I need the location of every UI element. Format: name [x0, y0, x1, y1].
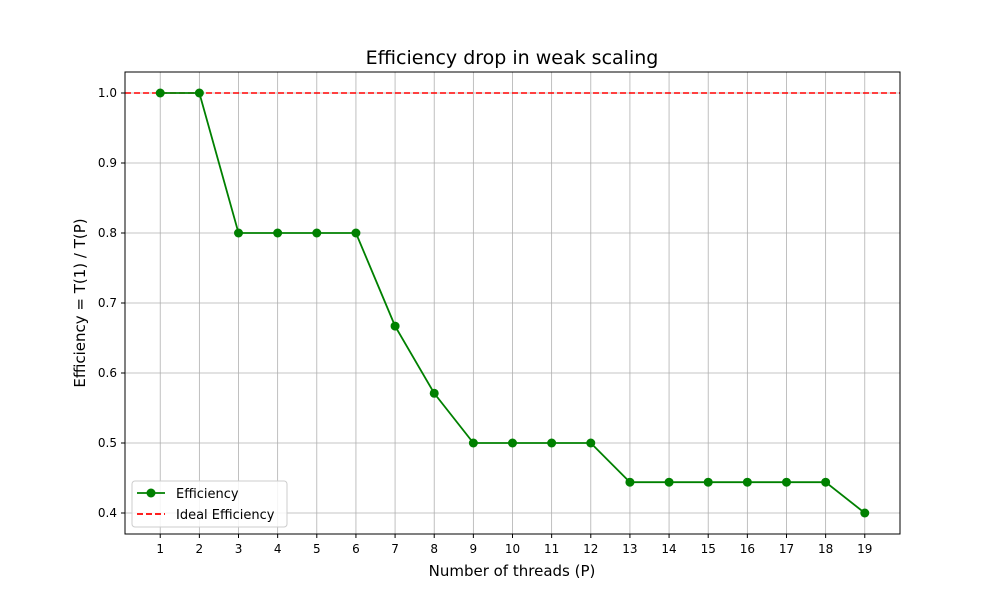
y-axis-label: Efficiency = T(1) / T(P) [71, 218, 89, 387]
x-tick-label: 9 [470, 542, 478, 556]
x-axis-label: Number of threads (P) [429, 562, 596, 580]
x-tick-label: 1 [156, 542, 164, 556]
x-tick-label: 19 [857, 542, 872, 556]
efficiency-data-point [155, 88, 165, 98]
x-tick-label: 14 [661, 542, 676, 556]
efficiency-data-point [351, 228, 361, 238]
efficiency-data-point [429, 388, 439, 398]
x-tick-label: 17 [779, 542, 794, 556]
efficiency-data-point [547, 438, 557, 448]
legend: Efficiency Ideal Efficiency [131, 480, 288, 528]
y-tick-label: 1.0 [98, 86, 117, 100]
efficiency-data-point [194, 88, 204, 98]
x-tick-label: 7 [391, 542, 399, 556]
efficiency-data-point [273, 228, 283, 238]
legend-marker-efficiency [146, 488, 156, 498]
efficiency-data-point [508, 438, 517, 448]
series-layer [155, 88, 870, 518]
efficiency-data-point [781, 477, 791, 487]
efficiency-data-point [468, 438, 478, 448]
y-tick-label: 0.7 [98, 296, 117, 310]
y-tick-label: 0.4 [98, 506, 117, 520]
y-tick-label: 0.9 [98, 156, 117, 170]
x-tick-label: 11 [544, 542, 559, 556]
x-axis-ticks: 1 2 3 4 5 6 7 8 9 10 11 12 13 14 15 16 17 18 19 [156, 534, 872, 556]
x-tick-label: 6 [352, 542, 360, 556]
x-tick-label: 2 [196, 542, 204, 556]
legend-label-efficiency: Efficiency [176, 487, 239, 502]
y-tick-label: 0.8 [98, 226, 117, 240]
y-tick-label: 0.6 [98, 366, 117, 380]
efficiency-data-point [390, 321, 400, 331]
x-tick-label: 13 [622, 542, 637, 556]
efficiency-data-point [821, 477, 831, 487]
chart-title: Efficiency drop in weak scaling [366, 47, 659, 69]
x-tick-label: 4 [274, 542, 282, 556]
y-tick-label: 0.5 [98, 436, 117, 450]
x-tick-label: 12 [583, 542, 598, 556]
efficiency-data-point [742, 477, 752, 487]
legend-label-ideal-efficiency: Ideal Efficiency [176, 508, 275, 523]
efficiency-data-point [312, 228, 322, 238]
efficiency-data-point [625, 477, 635, 487]
x-tick-label: 18 [818, 542, 833, 556]
legend-box [131, 480, 288, 528]
efficiency-data-point [664, 477, 674, 487]
efficiency-data-point [860, 508, 870, 518]
efficiency-data-point [234, 228, 244, 238]
x-tick-label: 3 [235, 542, 243, 556]
x-tick-label: 16 [740, 542, 755, 556]
x-tick-label: 8 [430, 542, 438, 556]
efficiency-data-point [586, 438, 596, 448]
x-tick-label: 15 [701, 542, 716, 556]
y-axis-ticks: 0.4 0.5 0.6 0.7 0.8 0.9 1.0 [98, 86, 125, 520]
x-tick-label: 5 [313, 542, 321, 556]
efficiency-data-point [703, 477, 713, 487]
x-tick-label: 10 [505, 542, 520, 556]
